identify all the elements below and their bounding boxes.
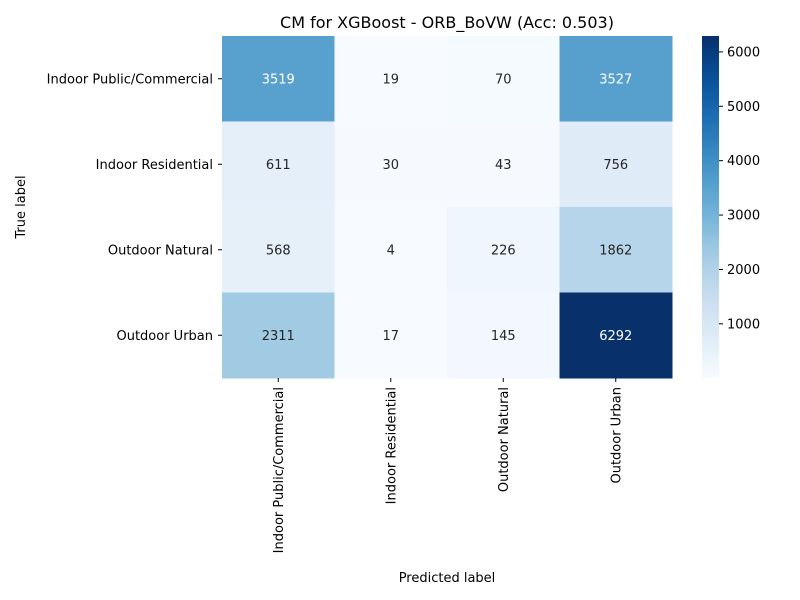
y-axis-ticks: Indoor Public/Commercial Indoor Residenti… [47, 72, 222, 344]
y-tick-label: Outdoor Natural [108, 243, 213, 258]
heatmap-cells: 3519 19 70 3527 611 30 43 756 568 4 226 1862 2311 17 1… [222, 36, 673, 379]
heatmap-cell [334, 292, 448, 379]
x-axis-label: Predicted label [399, 571, 496, 586]
x-tick-label: Indoor Residential [384, 387, 399, 504]
cell-value-label: 611 [266, 158, 291, 173]
heatmap-cell [559, 121, 673, 208]
heatmap-cell [334, 36, 448, 122]
heatmap-cell [447, 36, 560, 122]
colorbar: 1000 2000 3000 4000 5000 6000 [702, 36, 760, 378]
x-tick-label: Outdoor Natural [497, 387, 512, 492]
colorbar-tick-label: 4000 [727, 154, 760, 169]
heatmap-cell [222, 121, 335, 208]
heatmap-cell [334, 121, 448, 208]
x-tick-label: Outdoor Urban [609, 387, 624, 484]
colorbar-gradient [702, 36, 719, 378]
chart-title: CM for XGBoost - ORB_BoVW (Acc: 0.503) [280, 13, 614, 33]
heatmap-cell [559, 292, 673, 379]
cell-value-label: 756 [603, 158, 628, 173]
y-tick-label: Outdoor Urban [116, 329, 213, 344]
cell-value-label: 1862 [599, 243, 632, 258]
cell-value-label: 30 [382, 158, 399, 173]
heatmap-cell [447, 121, 560, 208]
cell-value-label: 3527 [599, 72, 632, 87]
heatmap-cell [447, 207, 560, 293]
y-tick-label: Indoor Public/Commercial [47, 72, 213, 87]
cell-value-label: 145 [491, 329, 516, 344]
colorbar-tick-label: 1000 [727, 317, 760, 332]
colorbar-ticks: 1000 2000 3000 4000 5000 6000 [719, 45, 760, 332]
x-axis-ticks: Indoor Public/Commercial Indoor Residenti… [272, 378, 624, 553]
heatmap-cell [559, 207, 673, 293]
x-tick-label: Indoor Public/Commercial [272, 387, 287, 553]
cell-value-label: 226 [491, 243, 516, 258]
cell-value-label: 19 [382, 72, 399, 87]
colorbar-tick-label: 2000 [727, 263, 760, 278]
heatmap-cell [334, 207, 448, 293]
y-axis-label: True label [14, 175, 29, 239]
cell-value-label: 2311 [262, 329, 295, 344]
heatmap-cell [559, 36, 673, 122]
heatmap-cell [222, 207, 335, 293]
cell-value-label: 43 [495, 158, 512, 173]
colorbar-tick-label: 3000 [727, 209, 760, 224]
y-tick-label: Indoor Residential [96, 158, 213, 173]
cell-value-label: 4 [387, 243, 395, 258]
cell-value-label: 6292 [599, 329, 632, 344]
colorbar-tick-label: 6000 [727, 45, 760, 60]
heatmap-cell [447, 292, 560, 379]
cell-value-label: 17 [382, 329, 399, 344]
cell-value-label: 3519 [262, 72, 295, 87]
cell-value-label: 568 [266, 243, 291, 258]
colorbar-tick-label: 5000 [727, 100, 760, 115]
heatmap-cell [222, 36, 335, 122]
heatmap-cell [222, 292, 335, 379]
cell-value-label: 70 [495, 72, 512, 87]
